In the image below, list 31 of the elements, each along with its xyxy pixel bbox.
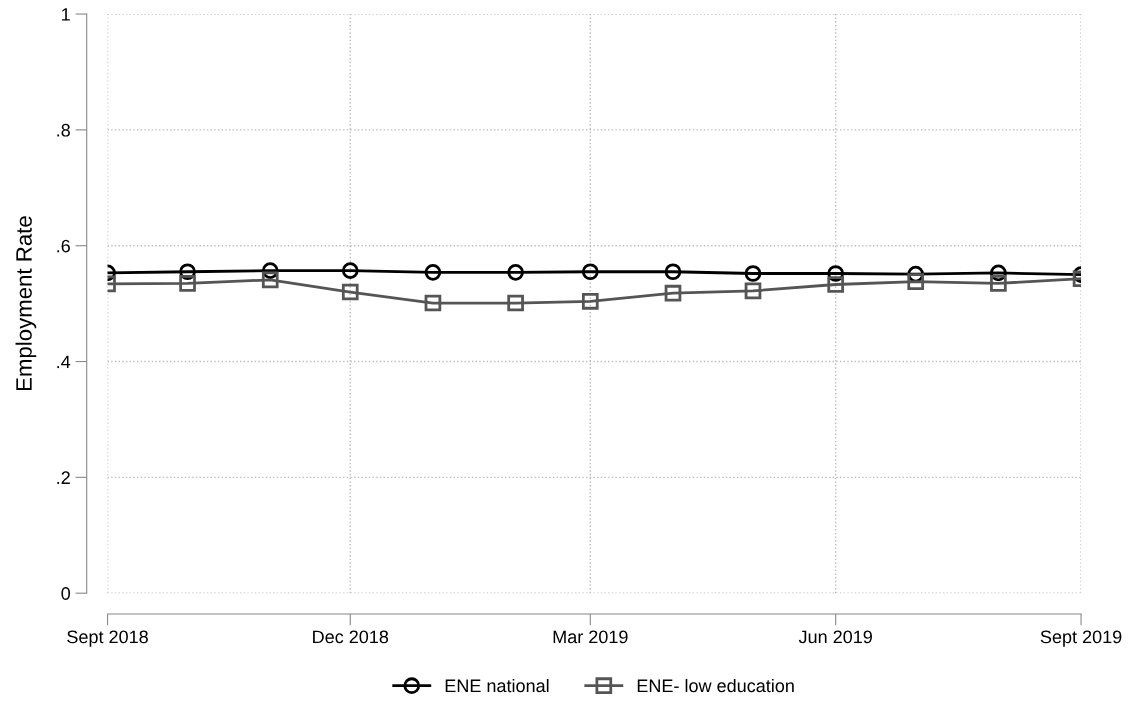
y-tick-label: 1: [62, 8, 70, 21]
legend-label: ENE national: [445, 678, 549, 693]
point: [424, 294, 442, 312]
point: [341, 283, 359, 301]
x-tick-label: Jun 2019: [798, 630, 872, 644]
point: [744, 265, 762, 282]
point: [581, 292, 599, 310]
y-tick-label: .6: [57, 239, 70, 253]
point: [990, 275, 1007, 292]
y-tick-label: 0: [61, 587, 71, 600]
y-tick-label: .2: [57, 471, 70, 484]
point: [664, 263, 682, 281]
point: [827, 276, 845, 293]
point: [744, 282, 762, 300]
y-tick-label: .4: [57, 355, 71, 369]
x-tick-label: Sept 2018: [67, 630, 148, 647]
point: [261, 271, 279, 289]
point: [341, 262, 359, 279]
y-tick-label: .8: [57, 123, 70, 137]
point: [424, 264, 442, 281]
x-tick-label: Dec 2018: [313, 630, 389, 644]
point: [907, 273, 925, 290]
point: [179, 275, 196, 292]
point: [507, 294, 524, 312]
x-tick-label: Mar 2019: [553, 630, 628, 644]
x-tick-label: Sept 2019: [1040, 630, 1122, 647]
y-axis-title: Employment Rate: [15, 216, 37, 391]
point: [664, 284, 682, 302]
point: [507, 264, 524, 281]
point: [581, 263, 599, 281]
legend-label: ENE- low education: [637, 678, 794, 693]
